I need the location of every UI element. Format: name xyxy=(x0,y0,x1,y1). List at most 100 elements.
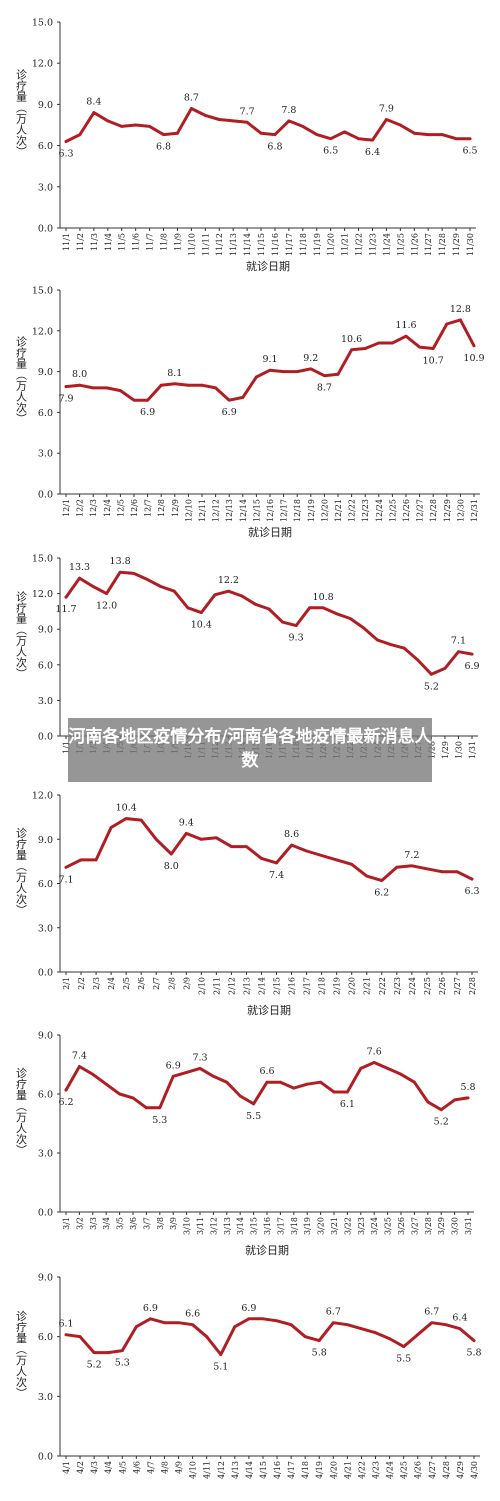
y-axis-title: 诊疗量（万人次） xyxy=(15,1066,28,1155)
data-point xyxy=(64,865,68,869)
y-tick-label: 15.0 xyxy=(32,286,53,297)
y-axis-title: 诊疗量（万人次） xyxy=(15,1309,28,1398)
data-point xyxy=(459,318,462,322)
data-point xyxy=(217,118,221,121)
y-tick-label: 9.0 xyxy=(38,100,53,111)
x-tick-label: 3/10 xyxy=(183,1217,192,1235)
data-point xyxy=(443,666,447,670)
x-tick-label: 4/22 xyxy=(357,1461,366,1479)
x-tick-label: 4/12 xyxy=(217,1461,226,1479)
x-tick-label: 11/3 xyxy=(90,233,99,251)
data-point xyxy=(139,818,143,822)
data-point xyxy=(240,594,244,598)
y-tick-label: 3.0 xyxy=(38,449,53,460)
data-point xyxy=(410,864,414,868)
data-point xyxy=(91,1072,95,1076)
x-tick-label: 4/19 xyxy=(315,1461,324,1479)
x-tick-label: 3/4 xyxy=(102,1217,111,1230)
x-tick-label: 12/3 xyxy=(89,499,98,517)
data-point xyxy=(363,347,367,350)
overlay-title: 河南各地区疫情分布/河南省各地疫情最新消息人数 xyxy=(68,727,432,771)
x-tick-label: 11/15 xyxy=(257,233,266,256)
y-tick-label: 9.0 xyxy=(38,835,53,846)
data-point xyxy=(345,1323,349,1327)
data-point xyxy=(105,386,109,390)
x-tick-label: 11/16 xyxy=(271,233,280,256)
data-point xyxy=(64,1333,68,1337)
x-tick-label: 3/24 xyxy=(370,1217,379,1235)
y-tick-label: 9.0 xyxy=(38,625,53,636)
data-point xyxy=(362,626,366,630)
data-point xyxy=(455,870,459,874)
data-point xyxy=(402,1345,406,1349)
data-label: 9.1 xyxy=(262,354,277,365)
data-point xyxy=(431,347,435,350)
x-tick-label: 3/31 xyxy=(464,1217,473,1235)
x-tick-label: 4/7 xyxy=(146,1461,155,1474)
data-label: 5.8 xyxy=(460,1082,475,1093)
data-label: 5.2 xyxy=(87,1360,102,1371)
data-label: 7.9 xyxy=(58,394,73,405)
x-tick-label: 12/13 xyxy=(225,499,234,522)
x-tick-label: 2/8 xyxy=(167,977,176,990)
data-point xyxy=(267,607,271,611)
y-tick-label: 0.0 xyxy=(38,968,53,979)
x-tick-label: 12/24 xyxy=(375,499,384,522)
data-point xyxy=(260,857,263,860)
x-tick-label: 2/15 xyxy=(273,977,282,995)
y-tick-label: 3.0 xyxy=(38,1392,53,1403)
data-point xyxy=(214,836,218,840)
x-tick-label: 3/9 xyxy=(169,1217,178,1230)
x-tick-label: 4/20 xyxy=(329,1461,338,1479)
x-tick-label: 12/30 xyxy=(456,499,465,522)
x-tick-label: 11/28 xyxy=(438,233,447,256)
data-label: 8.4 xyxy=(86,97,101,108)
x-tick-label: 3/17 xyxy=(276,1217,285,1235)
x-tick-label: 12/20 xyxy=(320,499,329,522)
x-tick-label: 4/18 xyxy=(301,1461,310,1479)
x-tick-label: 3/13 xyxy=(223,1217,232,1235)
x-tick-label: 11/6 xyxy=(132,233,141,251)
x-tick-label: 2/23 xyxy=(393,977,402,995)
data-point xyxy=(231,119,235,123)
y-tick-label: 6.0 xyxy=(38,660,53,671)
data-point xyxy=(106,119,110,123)
y-tick-label: 0.0 xyxy=(38,490,53,501)
data-label: 5.1 xyxy=(213,1362,228,1373)
data-label: 10.8 xyxy=(313,592,334,603)
x-tick-label: 11/23 xyxy=(368,233,377,256)
x-tick-label: 2/1 xyxy=(62,977,71,990)
data-point xyxy=(146,398,150,402)
data-point xyxy=(359,1067,363,1070)
x-tick-label: 12/8 xyxy=(157,499,166,517)
data-label: 8.1 xyxy=(167,368,182,379)
data-label: 6.9 xyxy=(143,1303,158,1314)
data-label: 6.6 xyxy=(185,1309,200,1320)
x-tick-label: 3/16 xyxy=(263,1217,272,1235)
x-tick-label: 2/4 xyxy=(107,977,116,990)
x-tick-label: 4/23 xyxy=(372,1461,381,1479)
data-point xyxy=(265,1080,269,1084)
data-label: 10.4 xyxy=(191,620,212,631)
y-tick-label: 9.0 xyxy=(38,367,53,378)
data-point xyxy=(64,595,68,599)
y-tick-label: 12.0 xyxy=(32,59,53,70)
data-point xyxy=(227,398,231,402)
y-tick-label: 12.0 xyxy=(32,326,53,337)
data-label: 8.0 xyxy=(72,369,87,380)
y-tick-label: 0.0 xyxy=(38,1452,53,1463)
data-point xyxy=(78,576,81,580)
data-point xyxy=(398,123,402,127)
y-tick-label: 9.0 xyxy=(38,1273,53,1284)
data-point xyxy=(132,398,136,402)
data-point xyxy=(120,1349,124,1352)
x-tick-label: 11/11 xyxy=(201,233,210,256)
y-axis-title: 诊疗量（万人次） xyxy=(15,590,28,679)
x-tick-label: 2/2 xyxy=(77,977,86,990)
data-point xyxy=(203,113,207,117)
overlay-banner[interactable]: 河南各地区疫情分布/河南省各地疫情最新消息人数 xyxy=(68,718,432,782)
data-point xyxy=(388,1337,391,1341)
data-point xyxy=(309,367,313,371)
data-point xyxy=(173,382,177,386)
x-tick-label: 2/17 xyxy=(303,977,312,995)
